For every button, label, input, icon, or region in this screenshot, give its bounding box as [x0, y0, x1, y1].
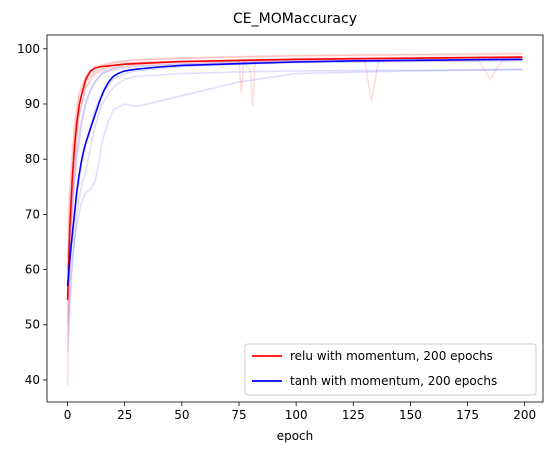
x-tick-label: 75 — [231, 408, 246, 422]
legend: relu with momentum, 200 epochs tanh with… — [245, 344, 536, 395]
y-tick-label: 40 — [25, 373, 40, 387]
x-tick-label: 0 — [64, 408, 72, 422]
chart-title: CE_MOMaccuracy — [233, 11, 357, 27]
x-tick-label: 50 — [174, 408, 189, 422]
legend-label-tanh: tanh with momentum, 200 epochs — [290, 374, 497, 388]
x-tick-label: 200 — [513, 408, 536, 422]
y-tick-label: 90 — [25, 97, 40, 111]
y-tick-label: 80 — [25, 152, 40, 166]
x-axis: 0 25 50 75 100 125 150 175 200 — [64, 402, 536, 422]
x-tick-label: 150 — [399, 408, 422, 422]
x-axis-label: epoch — [277, 429, 314, 443]
y-tick-label: 50 — [25, 318, 40, 332]
x-tick-label: 25 — [117, 408, 132, 422]
y-tick-label: 70 — [25, 207, 40, 221]
x-tick-label: 100 — [285, 408, 308, 422]
legend-label-relu: relu with momentum, 200 epochs — [290, 349, 493, 363]
x-tick-label: 125 — [342, 408, 365, 422]
y-tick-label: 60 — [25, 263, 40, 277]
x-tick-label: 175 — [456, 408, 479, 422]
y-tick-label: 100 — [17, 42, 40, 56]
y-axis: 40 50 60 70 80 90 100 — [17, 42, 47, 387]
